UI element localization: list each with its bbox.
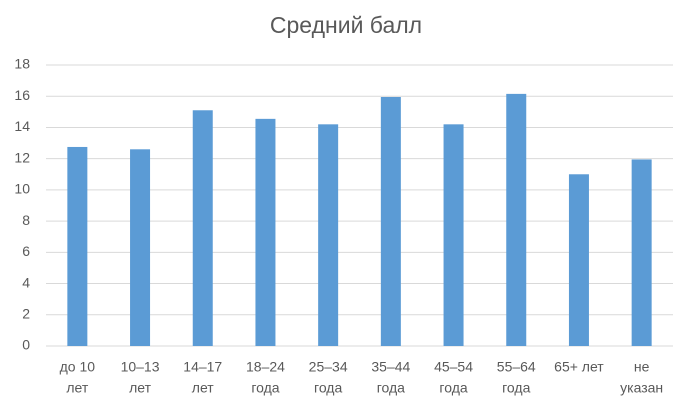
bar	[568, 174, 589, 346]
chart-title: Средний балл	[270, 12, 422, 38]
y-tick-label: 4	[22, 274, 30, 290]
x-tick-label: 10–13	[121, 359, 160, 375]
x-tick-label: 55–64	[497, 359, 536, 375]
x-tick-label: 35–44	[371, 359, 410, 375]
x-tick-label: года	[502, 380, 530, 396]
x-tick-label: не	[634, 359, 650, 375]
y-tick-label: 2	[22, 305, 30, 321]
y-tick-label: 18	[14, 56, 30, 72]
y-tick-label: 10	[14, 181, 30, 197]
y-tick-label: 12	[14, 149, 30, 165]
x-tick-label: года	[439, 380, 467, 396]
x-tick-label: до 10	[60, 359, 96, 375]
bar	[443, 124, 464, 346]
x-tick-label: года	[377, 380, 405, 396]
bar	[130, 149, 151, 346]
x-tick-label: года	[251, 380, 279, 396]
y-tick-label: 16	[14, 87, 30, 103]
bar	[255, 118, 276, 346]
x-tick-label: года	[314, 380, 342, 396]
x-tick-label: 18–24	[246, 359, 285, 375]
y-tick-label: 14	[14, 118, 30, 134]
x-tick-label: 25–34	[309, 359, 348, 375]
x-tick-label: 45–54	[434, 359, 473, 375]
bar	[318, 124, 339, 346]
y-tick-label: 8	[22, 212, 30, 228]
x-tick-label: 65+ лет	[554, 359, 604, 375]
bar	[192, 110, 213, 347]
bar	[631, 159, 652, 346]
y-tick-label: 0	[22, 337, 30, 353]
bar	[380, 97, 401, 346]
x-tick-label: 14–17	[183, 359, 222, 375]
x-tick-label: лет	[129, 380, 151, 396]
x-tick-label: указан	[620, 380, 663, 396]
bar	[506, 93, 527, 346]
x-tick-label: лет	[192, 380, 214, 396]
x-tick-label: лет	[66, 380, 88, 396]
y-tick-label: 6	[22, 243, 30, 259]
bar	[67, 146, 88, 346]
